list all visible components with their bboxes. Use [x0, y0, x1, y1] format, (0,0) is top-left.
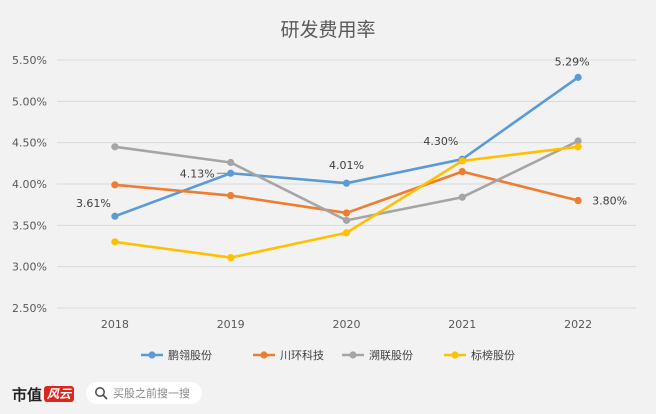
legend-marker — [260, 351, 268, 359]
data-label: 3.61% — [76, 197, 111, 210]
data-point — [342, 209, 351, 217]
data-point — [111, 143, 119, 151]
y-tick-label: 3.00% — [12, 261, 47, 274]
data-point — [458, 168, 466, 176]
legend-marker — [451, 351, 459, 359]
data-label: 4.30% — [423, 135, 458, 148]
footer-bar: 市值 风云 买股之前搜一搜 — [0, 376, 656, 414]
data-point — [574, 196, 582, 205]
x-tick-label: 2022 — [564, 318, 592, 331]
data-point — [458, 157, 466, 165]
data-label: 5.29% — [555, 55, 590, 68]
data-point — [574, 143, 582, 151]
data-point — [342, 179, 351, 187]
data-label: 4.13% — [180, 167, 215, 180]
data-point — [227, 158, 235, 167]
legend-label: 标榜股份 — [471, 348, 515, 362]
y-tick-label: 4.00% — [12, 178, 47, 191]
line-chart: 研发费用率 2.50% 3.00% 3.50% 4.00% 4.50% 5.00% 5.50… — [12, 19, 636, 362]
y-tick-label: 2.50% — [12, 302, 47, 315]
y-tick-label: 4.50% — [12, 137, 47, 150]
data-point — [342, 216, 351, 224]
data-point — [574, 73, 582, 81]
x-tick-label: 2020 — [333, 318, 361, 331]
legend-label: 鹏翎股份 — [168, 348, 212, 362]
brand-text: 市值 — [12, 386, 43, 404]
brand-logo[interactable]: 市值 风云 — [12, 384, 75, 405]
series-line — [114, 76, 579, 218]
search-icon — [95, 387, 108, 400]
y-tick-label: 5.00% — [12, 95, 47, 108]
chart-card: 研发费用率 2.50% 3.00% 3.50% 4.00% 4.50% 5.00% 5.50… — [0, 0, 656, 376]
x-tick-label: 2019 — [217, 318, 245, 331]
data-point — [111, 238, 119, 246]
search-placeholder: 买股之前搜一搜 — [113, 387, 190, 400]
data-point — [574, 137, 582, 145]
legend-label: 溯联股份 — [369, 349, 413, 362]
y-tick-label: 3.50% — [12, 219, 47, 232]
legend-marker — [349, 351, 357, 359]
data-point — [227, 253, 235, 262]
chart-title: 研发费用率 — [280, 19, 375, 41]
data-label: 3.80% — [592, 195, 627, 208]
x-tick-label: 2018 — [101, 318, 129, 331]
brand-mark: 风云 — [44, 386, 75, 402]
data-label: 4.01% — [329, 159, 364, 172]
x-tick-label: 2021 — [448, 318, 476, 331]
data-point — [111, 212, 119, 220]
search-box[interactable]: 买股之前搜一搜 — [86, 382, 202, 404]
legend-marker — [148, 351, 156, 359]
data-point — [111, 181, 119, 189]
data-point — [227, 191, 235, 200]
y-tick-label: 5.50% — [12, 54, 47, 67]
data-point — [458, 193, 466, 201]
legend-label: 川环科技 — [280, 348, 324, 362]
data-point — [342, 229, 351, 237]
data-point — [227, 169, 235, 177]
